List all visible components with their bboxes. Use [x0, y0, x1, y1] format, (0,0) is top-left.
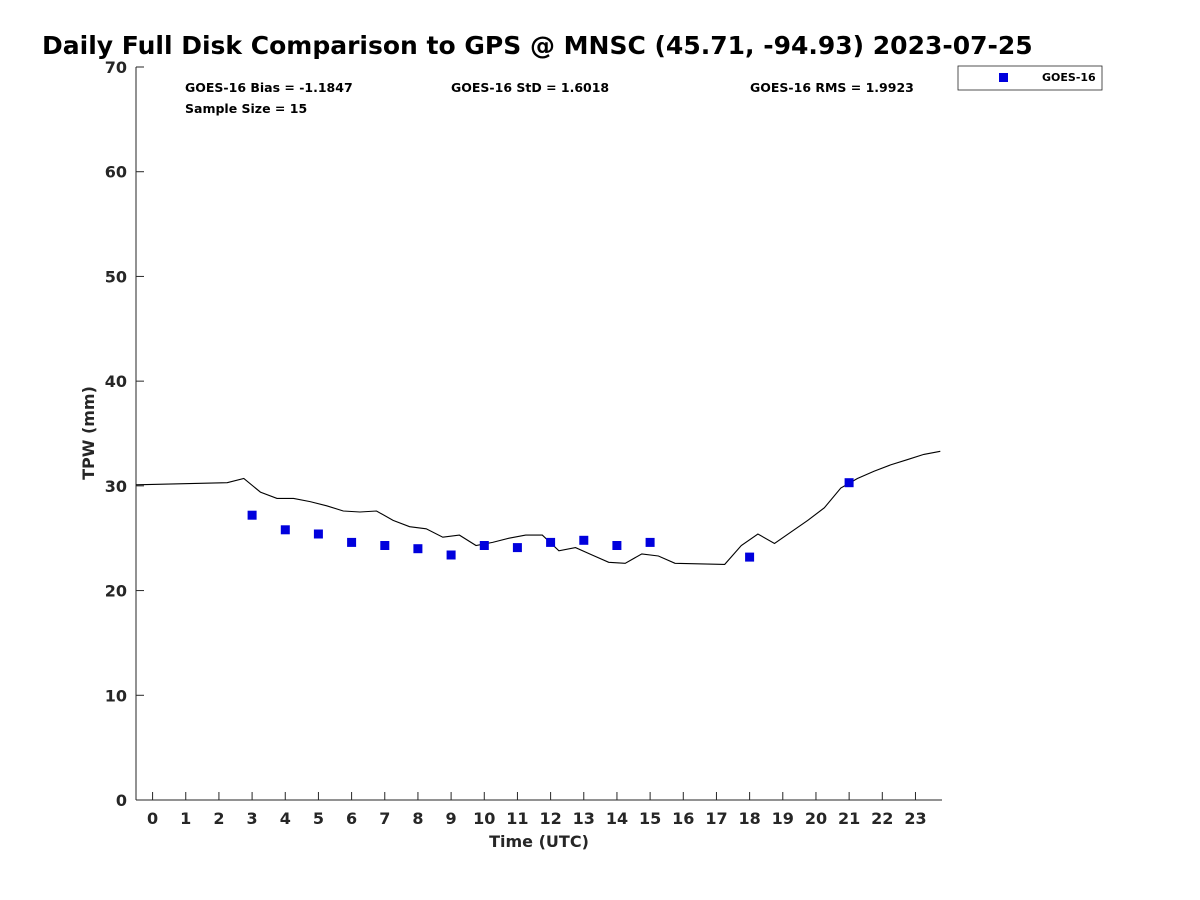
x-tick-label: 0	[147, 809, 158, 828]
stat-bias: GOES-16 Bias = -1.1847	[185, 80, 353, 95]
x-tick-label: 13	[573, 809, 595, 828]
x-tick-label: 10	[473, 809, 495, 828]
x-tick-label: 8	[412, 809, 423, 828]
goes16-data-point	[579, 535, 589, 545]
y-tick-label: 40	[105, 372, 127, 391]
goes16-data-point	[247, 510, 257, 520]
stat-std: GOES-16 StD = 1.6018	[451, 80, 609, 95]
x-tick-label: 4	[280, 809, 291, 828]
chart-title: Daily Full Disk Comparison to GPS @ MNSC…	[42, 31, 1033, 60]
x-tick-label: 6	[346, 809, 357, 828]
y-tick-label: 0	[116, 791, 127, 810]
y-tick-label: 10	[105, 686, 127, 705]
goes16-data-point	[413, 544, 423, 554]
y-ticks: 0 10 20 30 40 50 60 70	[105, 58, 144, 810]
legend-marker-goes16	[999, 73, 1008, 82]
gps-series-line	[135, 450, 941, 565]
x-tick-label: 18	[738, 809, 760, 828]
plot-area	[135, 450, 941, 565]
x-tick-label: 14	[606, 809, 628, 828]
y-tick-label: 20	[105, 582, 127, 601]
legend: GOES-16	[957, 65, 1103, 91]
x-tick-label: 9	[446, 809, 457, 828]
goes16-data-point	[380, 541, 390, 550]
legend-label-goes16: GOES-16	[1042, 71, 1096, 84]
x-tick-label: 1	[180, 809, 191, 828]
goes16-data-point	[612, 541, 622, 550]
goes16-data-point	[546, 537, 556, 547]
x-tick-label: 11	[506, 809, 528, 828]
goes16-data-point	[844, 478, 854, 488]
x-tick-label: 17	[705, 809, 727, 828]
y-tick-label: 60	[105, 163, 127, 182]
y-tick-label: 70	[105, 58, 127, 77]
x-tick-label: 15	[639, 809, 661, 828]
x-tick-label: 3	[247, 809, 258, 828]
x-tick-label: 5	[313, 809, 324, 828]
x-tick-label: 12	[539, 809, 561, 828]
x-tick-label: 22	[871, 809, 893, 828]
goes16-series-points	[247, 478, 854, 562]
x-ticks: 0 1 2 3 4 5 6 7 8 9 10 11 12 13 14 15 16 17 18 19 20 21 22 23	[147, 792, 927, 828]
x-tick-label: 2	[213, 809, 224, 828]
x-tick-label: 21	[838, 809, 860, 828]
goes16-data-point	[446, 550, 456, 560]
x-tick-label: 16	[672, 809, 694, 828]
x-tick-label: 20	[805, 809, 827, 828]
goes16-data-point	[479, 541, 489, 550]
x-tick-label: 7	[379, 809, 390, 828]
axes	[135, 67, 942, 801]
y-tick-label: 50	[105, 267, 127, 286]
stat-rms: GOES-16 RMS = 1.9923	[750, 80, 914, 95]
y-tick-label: 30	[105, 477, 127, 496]
goes16-data-point	[313, 529, 323, 539]
x-tick-label: 19	[772, 809, 794, 828]
x-tick-label: 23	[904, 809, 926, 828]
goes16-data-point	[512, 543, 522, 553]
y-axis-label: TPW (mm)	[79, 386, 98, 480]
goes16-data-point	[280, 525, 290, 535]
x-axis-label: Time (UTC)	[489, 832, 589, 851]
goes16-data-point	[645, 537, 655, 547]
stat-sample-size: Sample Size = 15	[185, 101, 307, 116]
goes16-data-point	[745, 552, 755, 562]
goes16-data-point	[347, 537, 357, 547]
legend-box	[957, 65, 1103, 91]
